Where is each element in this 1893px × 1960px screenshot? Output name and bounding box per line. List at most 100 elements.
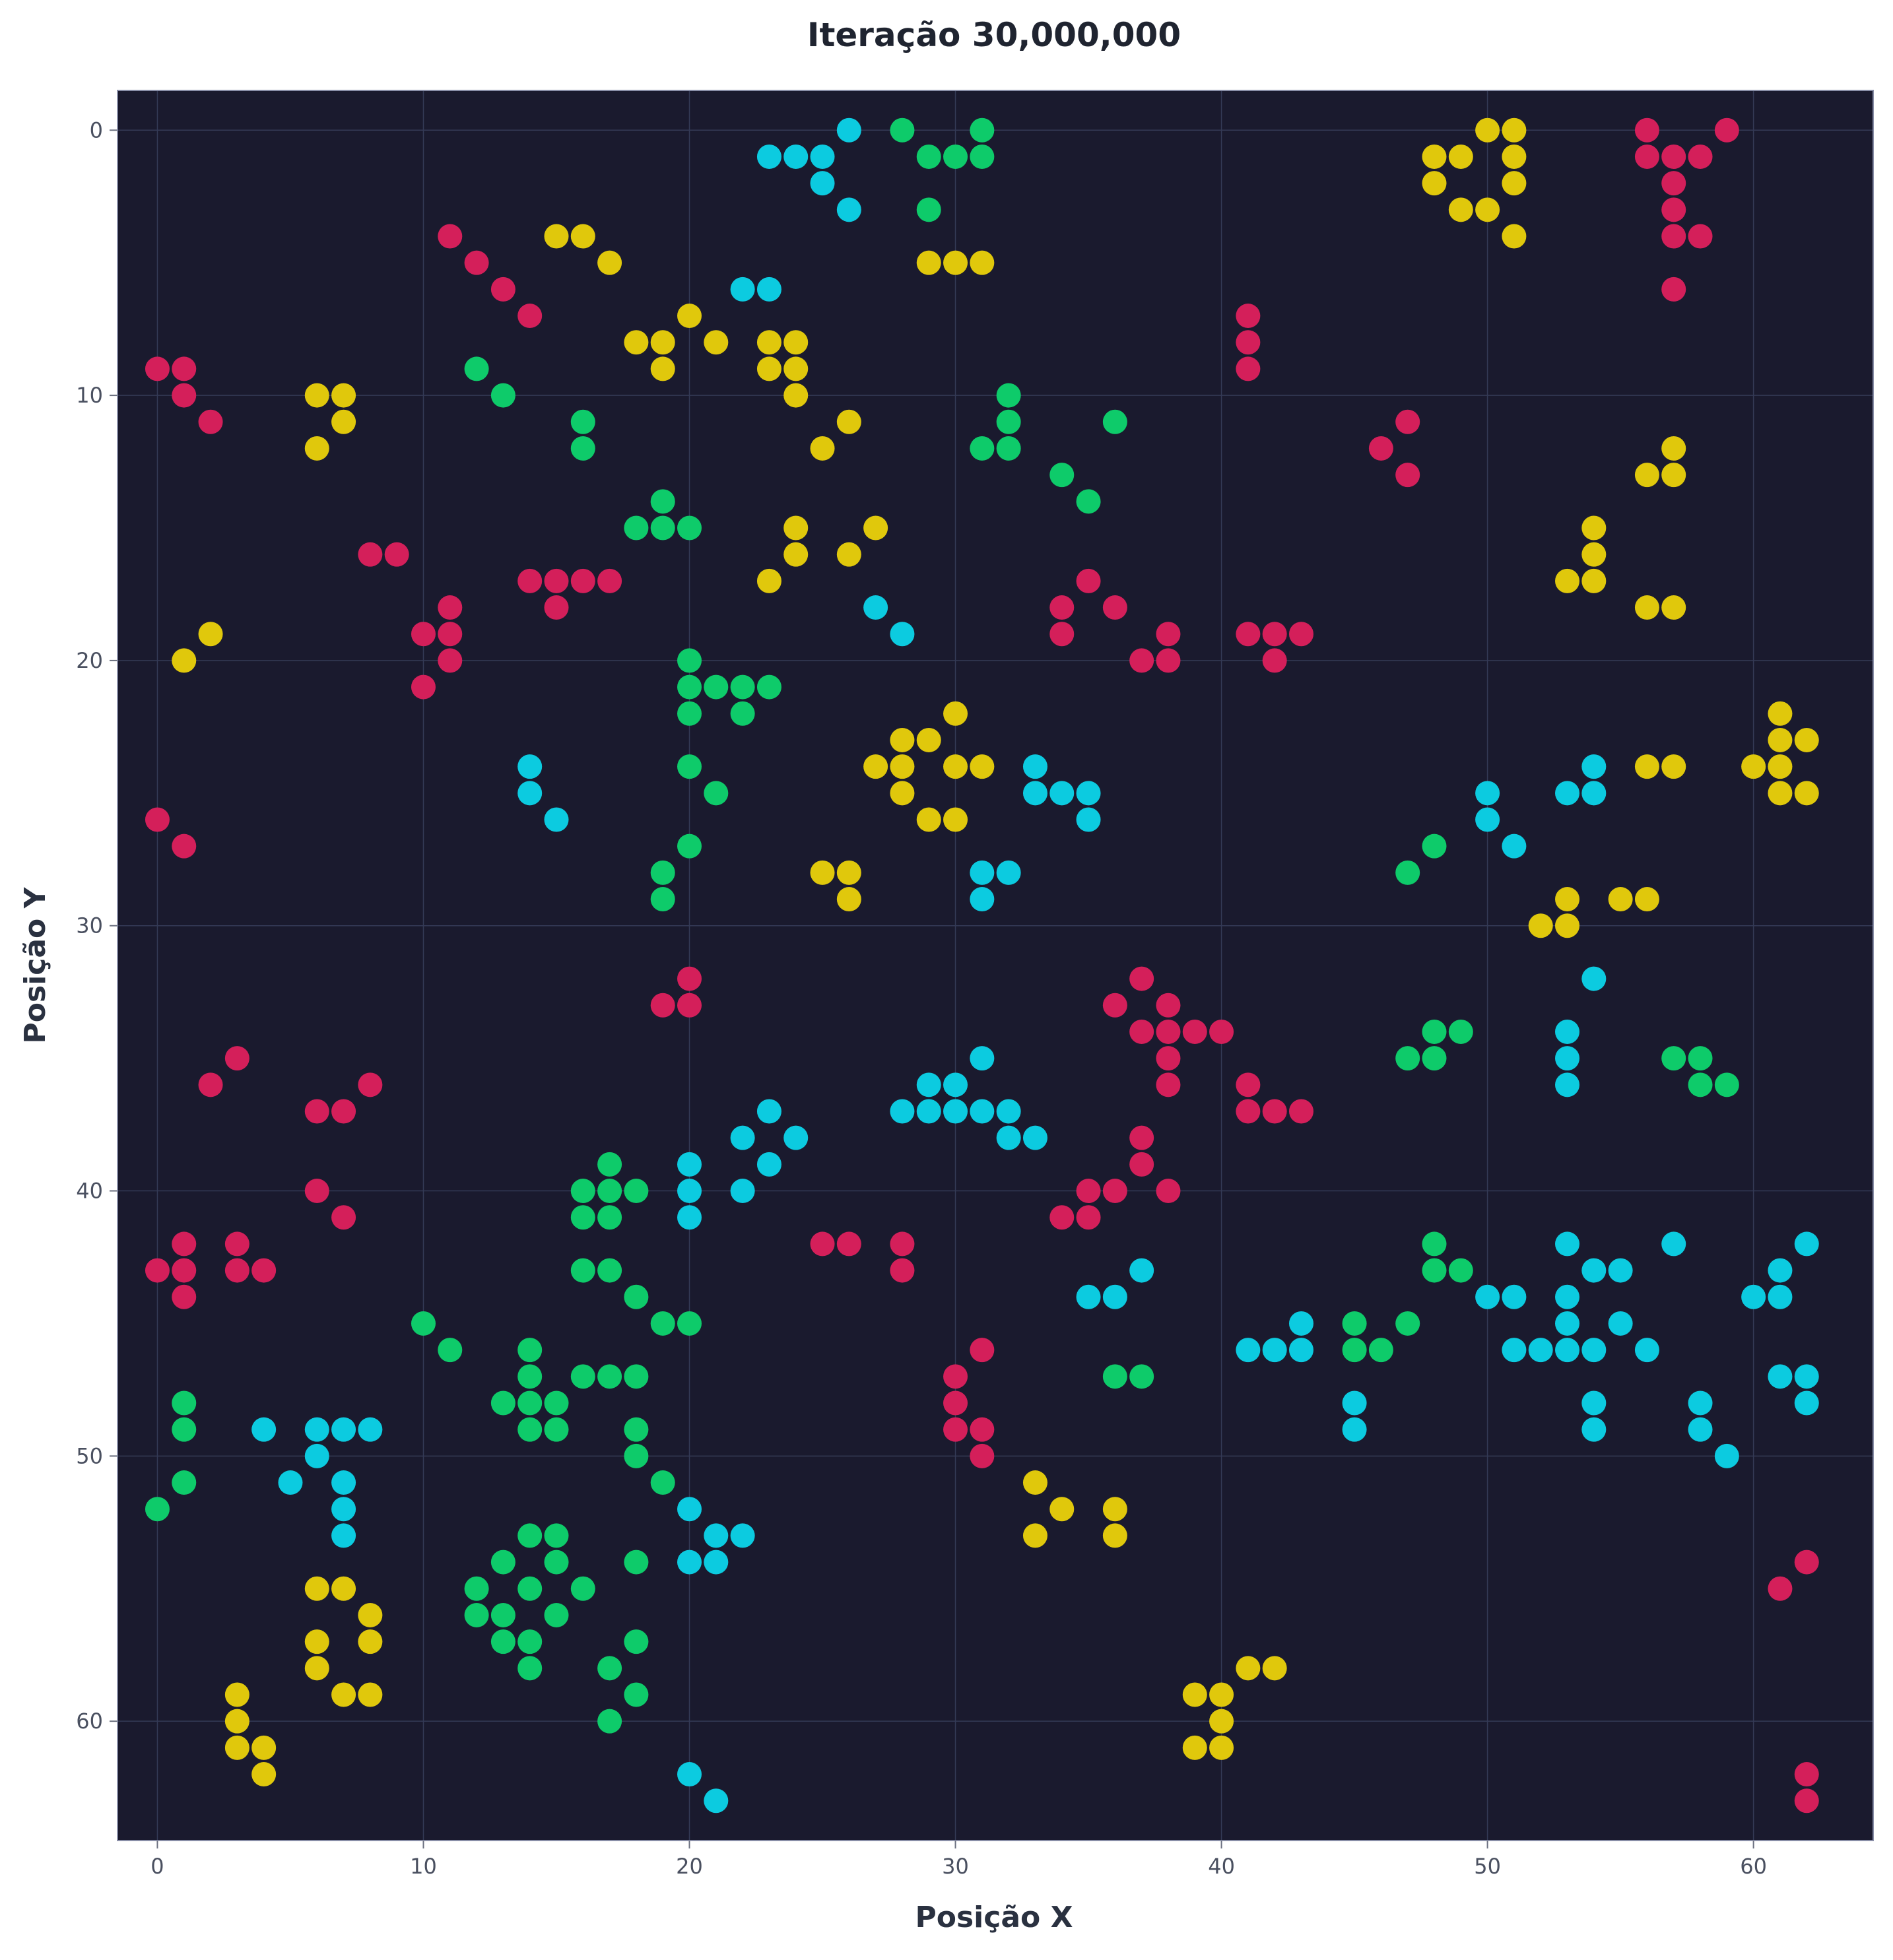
data-point-yellow [1768,727,1793,752]
data-point-green [970,144,995,169]
data-point-green [597,1364,622,1389]
data-point-cyan [1076,781,1101,806]
data-point-green [517,1656,543,1681]
data-point-red [1714,117,1739,143]
data-point-red [836,1231,861,1257]
data-point-yellow [650,330,675,355]
data-point-cyan [1581,781,1607,806]
data-point-red [1236,1099,1261,1124]
data-point-yellow [224,1735,249,1760]
data-point-green [570,409,595,434]
data-point-yellow [1475,197,1500,222]
data-point-green [490,1602,515,1627]
data-point-red [1634,144,1659,169]
data-point-red [411,674,436,700]
x-axis-label: Posição X [915,1901,1073,1934]
data-point-red [438,595,463,620]
data-point-cyan [1581,1417,1607,1442]
data-point-green [517,1364,543,1389]
data-point-green [624,1179,649,1204]
data-point-cyan [783,144,809,169]
data-point-yellow [783,356,809,381]
data-point-green [570,1364,595,1389]
data-point-cyan [704,1550,729,1575]
data-point-red [490,277,515,302]
data-point-cyan [1688,1417,1713,1442]
data-point-green [570,1179,595,1204]
data-point-yellow [1236,1656,1261,1681]
data-point-green [996,383,1021,408]
data-point-yellow [304,383,329,408]
data-point-green [1688,1072,1713,1097]
data-point-red [1129,1019,1154,1044]
data-point-green [517,1417,543,1442]
data-point-yellow [783,542,809,567]
data-point-red [224,1231,249,1257]
data-point-green [624,1284,649,1309]
data-point-yellow [1448,197,1473,222]
data-point-yellow [544,224,569,249]
data-point-cyan [836,117,861,143]
y-tick-label: 20 [76,648,103,673]
data-point-red [1368,436,1393,461]
data-point-red [411,622,436,647]
data-point-red [1236,622,1261,647]
data-point-red [1262,622,1287,647]
data-point-cyan [677,1497,702,1522]
data-point-red [650,993,675,1018]
data-point-red [1076,1179,1101,1204]
data-point-red [145,356,170,381]
data-point-green [1049,463,1075,488]
data-point-green [464,1602,489,1627]
data-point-cyan [1768,1258,1793,1283]
data-point-yellow [943,701,968,726]
data-point-green [1395,1046,1420,1071]
data-point-red [1661,197,1686,222]
data-point-cyan [1049,781,1075,806]
data-point-red [1156,1179,1181,1204]
data-point-yellow [810,436,835,461]
data-point-cyan [1475,1284,1500,1309]
data-point-cyan [970,1099,995,1124]
data-point-yellow [863,754,888,779]
data-point-green [570,1205,595,1230]
data-point-cyan [916,1099,941,1124]
data-point-red [1288,1099,1313,1124]
data-point-red [1102,1179,1127,1204]
x-tick-label: 40 [1208,1854,1235,1879]
data-point-yellow [1661,463,1686,488]
data-point-red [172,1284,197,1309]
data-point-yellow [304,1656,329,1681]
data-point-cyan [1288,1338,1313,1363]
data-point-red [384,542,409,567]
data-point-red [251,1258,277,1283]
data-point-green [624,1443,649,1468]
data-point-red [198,1072,223,1097]
data-point-yellow [1634,463,1659,488]
chart-title: Iteração 30,000,000 [807,16,1181,54]
data-point-red [943,1417,968,1442]
x-tick-label: 50 [1474,1854,1501,1879]
data-point-red [145,1258,170,1283]
data-point-yellow [1102,1523,1127,1548]
x-axis-ticks: 0 10 20 30 40 50 60 [150,1841,1767,1879]
data-point-yellow [570,224,595,249]
data-point-yellow [1475,117,1500,143]
y-axis-label: Posição Y [18,886,52,1043]
data-point-red [331,1099,356,1124]
data-point-cyan [1634,1338,1659,1363]
data-point-cyan [1288,1311,1313,1336]
data-point-green [916,197,941,222]
data-point-green [650,1470,675,1495]
data-point-cyan [1022,1125,1047,1150]
data-point-yellow [1634,595,1659,620]
data-point-cyan [1102,1284,1127,1309]
data-point-cyan [1475,781,1500,806]
data-point-yellow [943,754,968,779]
data-point-green [677,515,702,540]
data-point-yellow [756,330,781,355]
data-point-yellow [810,860,835,885]
data-point-yellow [783,330,809,355]
